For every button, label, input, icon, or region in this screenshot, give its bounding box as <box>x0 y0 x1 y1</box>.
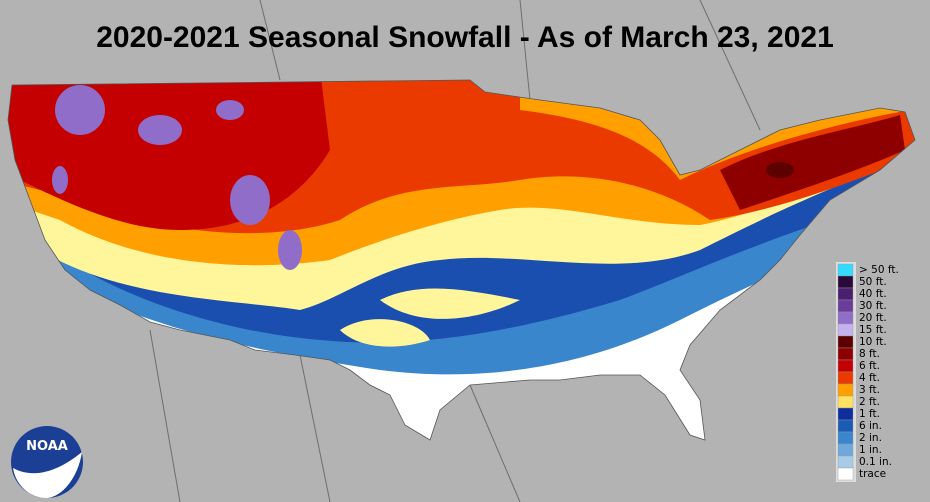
legend-swatch <box>837 395 854 409</box>
legend-label: 10 ft. <box>859 336 887 348</box>
legend-label: > 50 ft. <box>859 264 899 276</box>
legend-swatch <box>837 467 854 481</box>
legend-swatch <box>837 383 854 397</box>
legend-swatch <box>837 407 854 421</box>
legend-swatch <box>837 359 854 373</box>
legend-label: 1 in. <box>859 444 882 456</box>
legend-label: 8 ft. <box>859 348 880 360</box>
map-title: 2020-2021 Seasonal Snowfall - As of Marc… <box>96 21 834 54</box>
legend-swatch <box>837 431 854 445</box>
legend-swatch <box>837 275 854 289</box>
legend-label: 20 ft. <box>859 312 887 324</box>
legend-swatch <box>837 419 854 433</box>
legend-label: trace <box>859 468 886 480</box>
legend-swatch <box>837 347 854 361</box>
legend-swatch <box>837 287 854 301</box>
noaa-logo: NOAA <box>11 426 83 498</box>
legend-swatch <box>837 335 854 349</box>
legend-label: 6 ft. <box>859 360 880 372</box>
legend-label: 6 in. <box>859 420 882 432</box>
legend: > 50 ft.50 ft.40 ft.30 ft.20 ft.15 ft.10… <box>836 262 899 482</box>
legend-swatch <box>837 299 854 313</box>
legend-label: 2 ft. <box>859 396 880 408</box>
legend-swatch <box>837 455 854 469</box>
legend-label: 40 ft. <box>859 288 887 300</box>
us-outline <box>7 79 916 441</box>
legend-label: 30 ft. <box>859 300 887 312</box>
legend-swatch <box>837 311 854 325</box>
legend-swatch <box>837 323 854 337</box>
legend-label: 2 in. <box>859 432 882 444</box>
legend-label: 50 ft. <box>859 276 887 288</box>
legend-swatch <box>837 371 854 385</box>
legend-swatch <box>837 443 854 457</box>
legend-label: 4 ft. <box>859 372 880 384</box>
legend-label: 15 ft. <box>859 324 887 336</box>
borders <box>149 0 761 502</box>
legend-swatch <box>837 263 854 277</box>
legend-label: 3 ft. <box>859 384 880 396</box>
legend-label: 0.1 in. <box>859 456 892 468</box>
logo-text: NOAA <box>26 439 68 454</box>
legend-label: 1 ft. <box>859 408 880 420</box>
